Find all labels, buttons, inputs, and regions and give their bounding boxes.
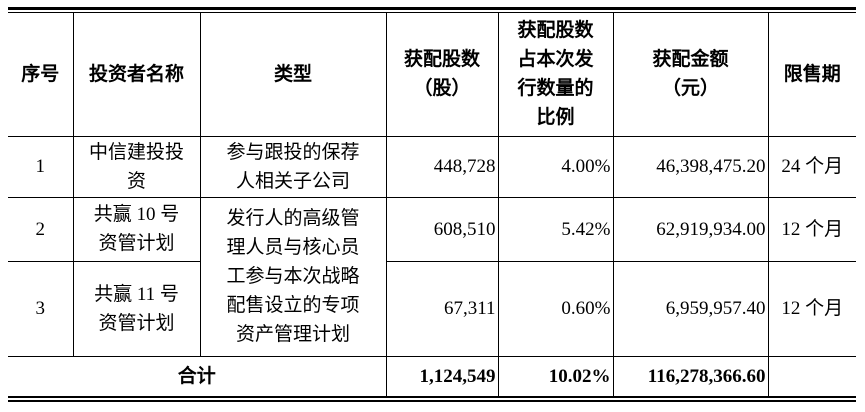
cell-amount: 6,959,957.40 (612, 260, 769, 357)
cell-no: 1 (8, 135, 74, 198)
header-ratio: 获配股数 占本次发 行数量的 比例 (497, 13, 614, 137)
cell-investor-name: 中信建投投 资 (72, 135, 201, 198)
table-bottom-rule-2 (8, 400, 856, 402)
cell-no: 2 (8, 196, 74, 262)
total-amount: 116,278,366.60 (612, 355, 769, 396)
cell-ratio: 0.60% (497, 260, 614, 357)
total-row: 合计 1,124,549 10.02% 116,278,366.60 (8, 355, 856, 396)
cell-lockup: 12 个月 (767, 260, 856, 357)
cell-shares: 608,510 (385, 196, 499, 262)
strategic-allocation-table: 序号 投资者名称 类型 获配股数 （股） 获配股数 占本次发 行数量的 比例 获… (8, 13, 856, 396)
header-no: 序号 (8, 13, 74, 137)
cell-no: 3 (8, 260, 74, 357)
header-investor-name: 投资者名称 (72, 13, 201, 137)
cell-type-merged: 发行人的高级管 理人员与核心员 工参与本次战略 配售设立的专项 资产管理计划 (199, 196, 387, 357)
header-row: 序号 投资者名称 类型 获配股数 （股） 获配股数 占本次发 行数量的 比例 获… (8, 13, 856, 137)
header-shares: 获配股数 （股） (385, 13, 499, 137)
table-bottom-rule-1 (8, 396, 856, 398)
cell-amount: 46,398,475.20 (612, 135, 769, 198)
cell-lockup: 24 个月 (767, 135, 856, 198)
allocation-table-container: 序号 投资者名称 类型 获配股数 （股） 获配股数 占本次发 行数量的 比例 获… (8, 7, 856, 402)
table-row: 1 中信建投投 资 参与跟投的保荐 人相关子公司 448,728 4.00% 4… (8, 135, 856, 198)
cell-ratio: 5.42% (497, 196, 614, 262)
total-lockup (767, 355, 856, 396)
total-shares: 1,124,549 (385, 355, 499, 396)
header-lockup: 限售期 (767, 13, 856, 137)
cell-type: 参与跟投的保荐 人相关子公司 (199, 135, 387, 198)
cell-shares: 67,311 (385, 260, 499, 357)
total-ratio: 10.02% (497, 355, 614, 396)
cell-shares: 448,728 (385, 135, 499, 198)
table-row: 2 共赢 10 号 资管计划 发行人的高级管 理人员与核心员 工参与本次战略 配… (8, 196, 856, 357)
header-amount: 获配金额 （元） (612, 13, 769, 137)
table-top-rule-thin (8, 12, 856, 13)
table-row: 3 共赢 11 号 资管计划 67,311 0.60% 6,959,957.40… (8, 260, 856, 357)
cell-amount: 62,919,934.00 (612, 196, 769, 262)
cell-investor-name: 共赢 11 号 资管计划 (72, 260, 201, 357)
cell-ratio: 4.00% (497, 135, 614, 198)
cell-lockup: 12 个月 (767, 196, 856, 262)
header-type: 类型 (199, 13, 387, 137)
total-label: 合计 (8, 355, 387, 396)
cell-investor-name: 共赢 10 号 资管计划 (72, 196, 201, 262)
table-top-rule-thick (8, 7, 856, 10)
